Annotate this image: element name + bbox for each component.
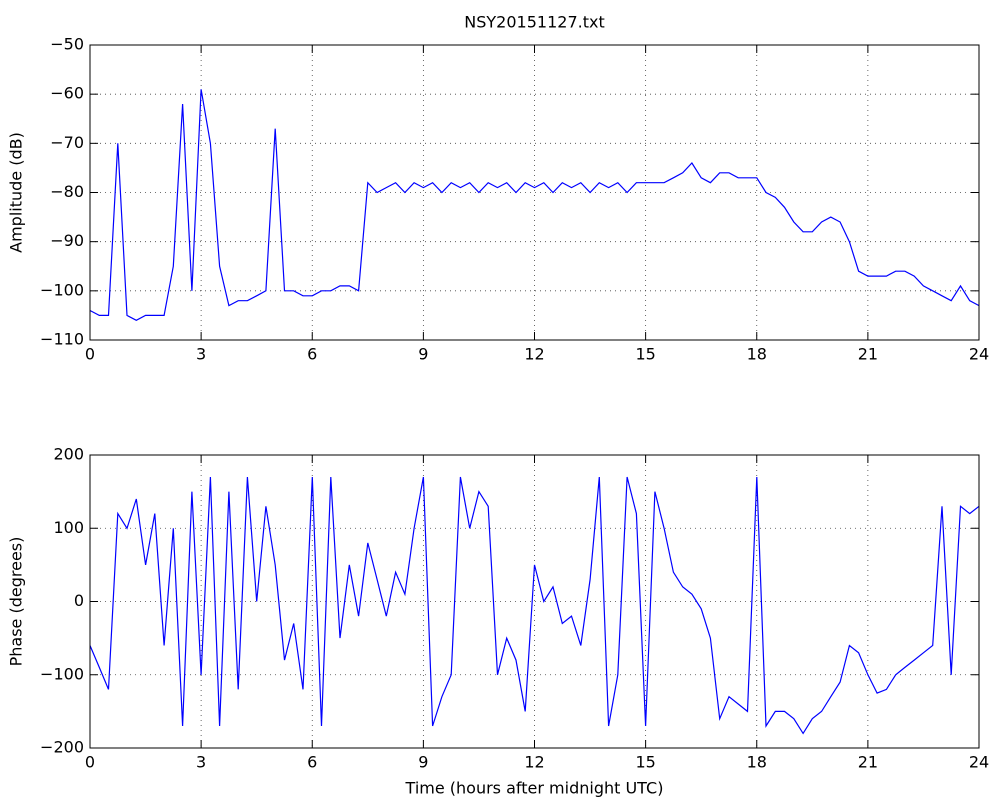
y-tick-label: −70 xyxy=(50,133,84,152)
y-tick-label: −110 xyxy=(40,330,84,349)
y-tick-label: −100 xyxy=(40,664,84,683)
x-tick-label: 21 xyxy=(858,753,878,772)
x-tick-label: 6 xyxy=(307,345,317,364)
x-tick-label: 9 xyxy=(418,753,428,772)
x-tick-label: 24 xyxy=(969,345,989,364)
y-tick-label: −80 xyxy=(50,182,84,201)
x-tick-label: 24 xyxy=(969,753,989,772)
y-tick-label: 200 xyxy=(53,445,84,464)
x-tick-label: 0 xyxy=(85,753,95,772)
x-tick-label: 12 xyxy=(524,345,544,364)
y-axis-label: Amplitude (dB) xyxy=(7,132,26,253)
x-tick-label: 9 xyxy=(418,345,428,364)
x-tick-label: 3 xyxy=(196,345,206,364)
x-tick-label: 15 xyxy=(635,345,655,364)
y-tick-label: −50 xyxy=(50,35,84,54)
y-tick-label: −200 xyxy=(40,738,84,757)
x-tick-label: 18 xyxy=(747,345,767,364)
x-tick-label: 15 xyxy=(635,753,655,772)
y-tick-label: −100 xyxy=(40,280,84,299)
data-line xyxy=(89,476,980,735)
data-line xyxy=(89,89,980,321)
x-tick-label: 3 xyxy=(196,753,206,772)
axes-frame xyxy=(89,454,980,749)
x-tick-label: 6 xyxy=(307,753,317,772)
axes-frame xyxy=(89,44,980,341)
x-tick-label: 0 xyxy=(85,345,95,364)
y-tick-label: −90 xyxy=(50,231,84,250)
y-tick-label: −60 xyxy=(50,84,84,103)
x-tick-label: 21 xyxy=(858,345,878,364)
x-tick-label: 12 xyxy=(524,753,544,772)
y-tick-label: 0 xyxy=(74,591,84,610)
y-tick-label: 100 xyxy=(53,518,84,537)
x-tick-label: 18 xyxy=(747,753,767,772)
x-axis-label: Time (hours after midnight UTC) xyxy=(405,779,664,798)
y-axis-label: Phase (degrees) xyxy=(7,537,26,667)
chart-title: NSY20151127.txt xyxy=(464,13,604,32)
